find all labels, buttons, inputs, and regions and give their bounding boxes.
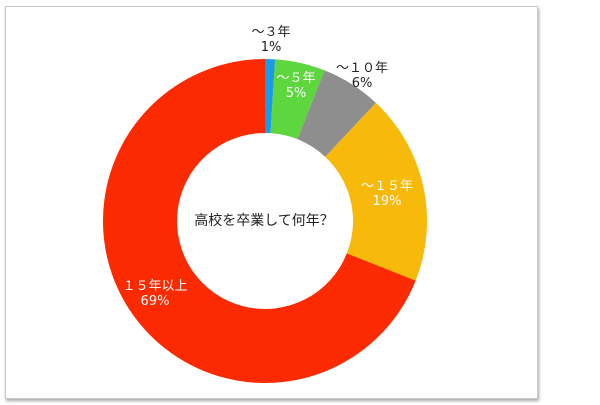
slice-5	[103, 59, 416, 384]
value-label: 69%	[141, 294, 170, 309]
slice-label-1: ～３年 1%	[251, 25, 290, 55]
category-label: ～１０年	[336, 61, 388, 76]
slice-1	[265, 59, 276, 134]
slice-label-5: １５年以上 69%	[122, 279, 187, 309]
slice-label-3: ～１０年 6%	[336, 61, 388, 91]
category-label: ～５年	[276, 71, 315, 86]
slice-2	[270, 59, 325, 140]
value-label: 19%	[373, 194, 402, 209]
slice-4	[325, 102, 427, 281]
slice-label-4: ～１５年 19%	[361, 179, 413, 209]
slice-label-2: ～５年 5%	[276, 71, 315, 101]
category-label: ～３年	[251, 25, 290, 40]
value-label: 5%	[286, 86, 307, 101]
category-label: １５年以上	[122, 279, 187, 294]
value-label: 6%	[352, 76, 373, 91]
chart-title: 高校を卒業して何年？	[194, 212, 334, 229]
value-label: 1%	[261, 40, 282, 55]
category-label: ～１５年	[361, 179, 413, 194]
slice-3	[297, 70, 376, 157]
